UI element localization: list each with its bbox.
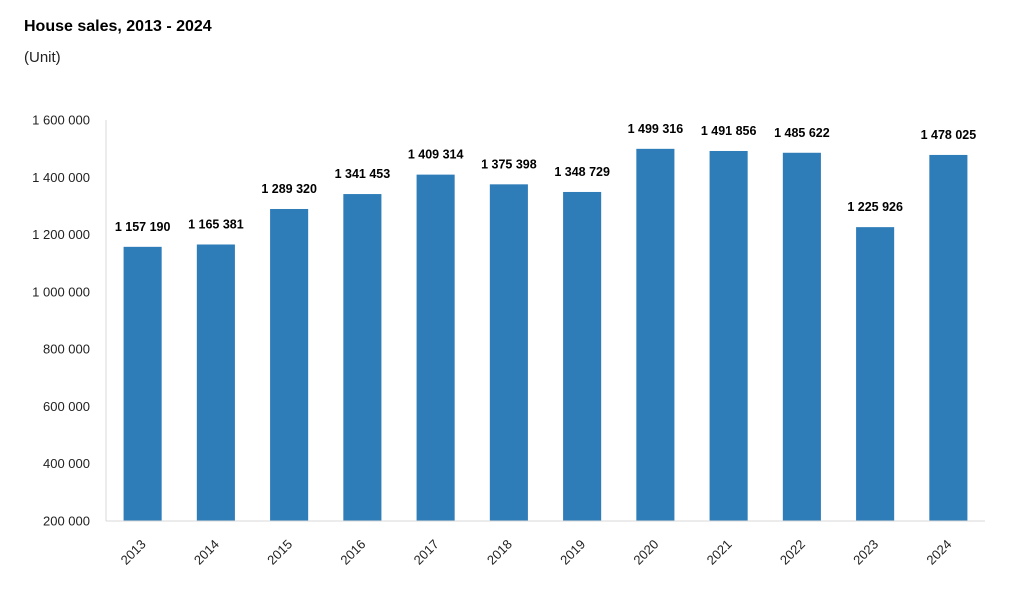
bar-2022 bbox=[782, 152, 821, 522]
bar-2023 bbox=[856, 227, 895, 521]
x-axis: 2013 2014 2015 2016 2017 2018 2019 2020 2021 2022… bbox=[106, 520, 985, 568]
y-tick-label: 600 000 bbox=[43, 399, 90, 414]
data-label-2022: 1 485 622 bbox=[774, 126, 830, 140]
y-tick-label: 200 000 bbox=[43, 514, 90, 529]
x-tick-label-2023: 2023 bbox=[850, 537, 881, 568]
x-tick-label-2021: 2021 bbox=[704, 537, 735, 568]
bar-2013 bbox=[123, 246, 162, 521]
x-tick-label-2013: 2013 bbox=[118, 537, 149, 568]
data-label-2024: 1 478 025 bbox=[921, 128, 977, 142]
data-label-2017: 1 409 314 bbox=[408, 148, 464, 162]
bar-2014 bbox=[196, 244, 235, 521]
bar-2018 bbox=[489, 184, 528, 521]
data-label-2021: 1 491 856 bbox=[701, 124, 757, 138]
bar-2020 bbox=[636, 148, 675, 521]
x-tick-label-2015: 2015 bbox=[264, 537, 295, 568]
y-tick-label: 400 000 bbox=[43, 456, 90, 471]
x-tick-label-2020: 2020 bbox=[630, 537, 661, 568]
y-tick-label: 800 000 bbox=[43, 342, 90, 357]
x-tick-label-2017: 2017 bbox=[411, 537, 442, 568]
y-tick-label: 1 200 000 bbox=[32, 227, 90, 242]
x-tick-label-2019: 2019 bbox=[557, 537, 588, 568]
bar-2024 bbox=[929, 154, 968, 521]
bar-2017 bbox=[416, 174, 455, 521]
data-label-2023: 1 225 926 bbox=[847, 200, 903, 214]
bar-2016 bbox=[343, 194, 382, 522]
x-tick-label-2016: 2016 bbox=[337, 537, 368, 568]
x-tick-label-2014: 2014 bbox=[191, 537, 222, 568]
chart-title: House sales, 2013 - 2024 bbox=[24, 18, 212, 35]
data-labels: 1 157 190 1 165 381 1 289 320 1 341 453 1 40… bbox=[115, 122, 976, 234]
chart-subtitle: (Unit) bbox=[24, 49, 61, 66]
data-label-2014: 1 165 381 bbox=[188, 217, 244, 231]
x-tick-label-2022: 2022 bbox=[777, 537, 808, 568]
data-label-2013: 1 157 190 bbox=[115, 220, 171, 234]
x-tick-label-2024: 2024 bbox=[923, 537, 954, 568]
bar-2019 bbox=[563, 191, 602, 521]
data-label-2020: 1 499 316 bbox=[628, 122, 684, 136]
x-tick-label-2018: 2018 bbox=[484, 537, 515, 568]
data-label-2015: 1 289 320 bbox=[261, 182, 317, 196]
bar-2021 bbox=[709, 150, 748, 521]
y-tick-label: 1 600 000 bbox=[32, 113, 90, 128]
y-tick-label: 1 000 000 bbox=[32, 284, 90, 299]
y-tick-label: 1 400 000 bbox=[32, 170, 90, 185]
y-axis: 200 000 400 000 600 000 800 000 1 000 000 1 2… bbox=[32, 113, 107, 529]
data-label-2018: 1 375 398 bbox=[481, 157, 537, 171]
data-label-2019: 1 348 729 bbox=[554, 165, 610, 179]
bars bbox=[123, 148, 968, 522]
bar-2015 bbox=[270, 208, 309, 522]
data-label-2016: 1 341 453 bbox=[335, 167, 391, 181]
